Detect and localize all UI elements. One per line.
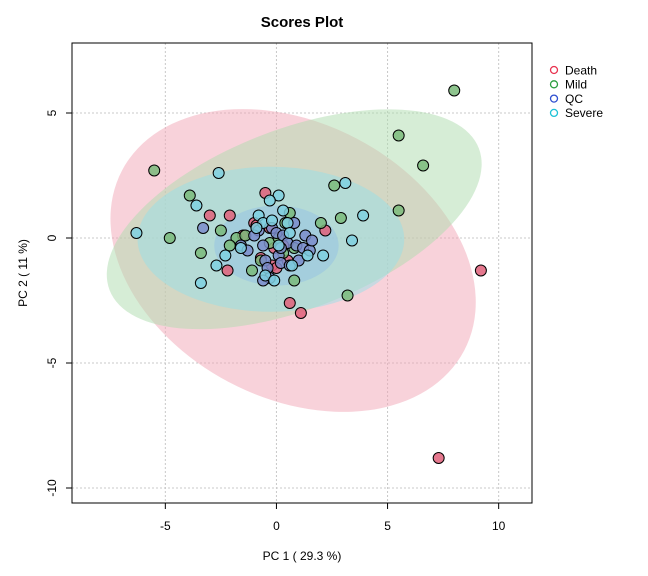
point-mild — [341, 289, 354, 302]
point-severe — [281, 217, 294, 229]
point-mild — [163, 232, 176, 244]
legend-label-qc: QC — [565, 92, 583, 106]
point-mild — [417, 159, 430, 172]
point-death — [203, 209, 216, 222]
y-axis-ticks: -10 -5 0 5 — [45, 109, 72, 497]
point-severe — [339, 177, 352, 189]
point-mild — [392, 129, 405, 142]
legend-marker-death — [549, 65, 559, 75]
legend-label-severe: Severe — [565, 106, 603, 120]
point-death — [294, 307, 307, 319]
y-tick-label: -10 — [45, 479, 59, 497]
point-qc — [306, 234, 318, 247]
point-death — [223, 209, 236, 222]
point-mild — [214, 224, 227, 237]
legend-marker-severe — [549, 108, 559, 118]
point-severe — [283, 227, 296, 239]
point-severe — [234, 242, 247, 254]
plot-frame — [71, 42, 533, 504]
y-tick-label: 5 — [45, 109, 59, 116]
score-points — [130, 84, 487, 464]
legend-label-death: Death — [565, 63, 597, 77]
point-severe — [194, 277, 207, 289]
point-severe — [272, 189, 285, 202]
point-severe — [317, 249, 330, 262]
x-axis-ticks: -5 0 5 10 — [160, 503, 506, 533]
point-mild — [194, 247, 207, 259]
point-severe — [263, 194, 276, 207]
legend-marker-qc — [549, 94, 559, 103]
point-severe — [268, 274, 281, 287]
point-severe — [250, 222, 263, 234]
point-death — [474, 264, 487, 277]
y-tick-label: 0 — [45, 234, 59, 241]
x-axis-label: PC 1 ( 29.3 %) — [263, 549, 342, 563]
legend-marker-mild — [549, 80, 559, 89]
point-mild — [148, 164, 161, 177]
point-mild — [246, 264, 258, 277]
point-mild — [314, 217, 327, 229]
point-mild — [223, 239, 236, 252]
point-severe — [259, 269, 272, 282]
point-mild — [288, 274, 301, 287]
x-tick-label: -5 — [160, 519, 171, 533]
point-severe — [272, 239, 285, 252]
x-tick-label: 5 — [384, 519, 391, 533]
point-severe — [130, 227, 143, 239]
point-death — [432, 452, 445, 464]
point-mild — [183, 189, 196, 202]
point-death — [283, 297, 296, 309]
point-severe — [210, 259, 223, 272]
point-qc — [197, 222, 210, 234]
y-axis-label: PC 2 ( 11 %) — [16, 239, 30, 307]
x-tick-label: 10 — [492, 519, 506, 533]
point-severe — [190, 199, 203, 212]
point-qc — [257, 239, 270, 252]
point-severe — [286, 259, 298, 272]
point-death — [221, 264, 234, 277]
point-severe — [266, 214, 278, 227]
point-severe — [219, 249, 232, 262]
x-tick-label: 0 — [273, 519, 280, 533]
point-severe — [277, 204, 290, 217]
point-severe — [357, 209, 370, 222]
point-severe — [346, 234, 358, 247]
chart-title: Scores Plot — [261, 14, 344, 31]
point-mild — [392, 204, 405, 217]
y-tick-label: -5 — [45, 357, 59, 368]
point-mild — [334, 212, 347, 224]
point-mild — [328, 179, 341, 192]
point-severe — [212, 167, 225, 179]
point-mild — [448, 84, 461, 97]
point-severe — [301, 249, 314, 262]
legend-label-mild: Mild — [565, 78, 587, 92]
